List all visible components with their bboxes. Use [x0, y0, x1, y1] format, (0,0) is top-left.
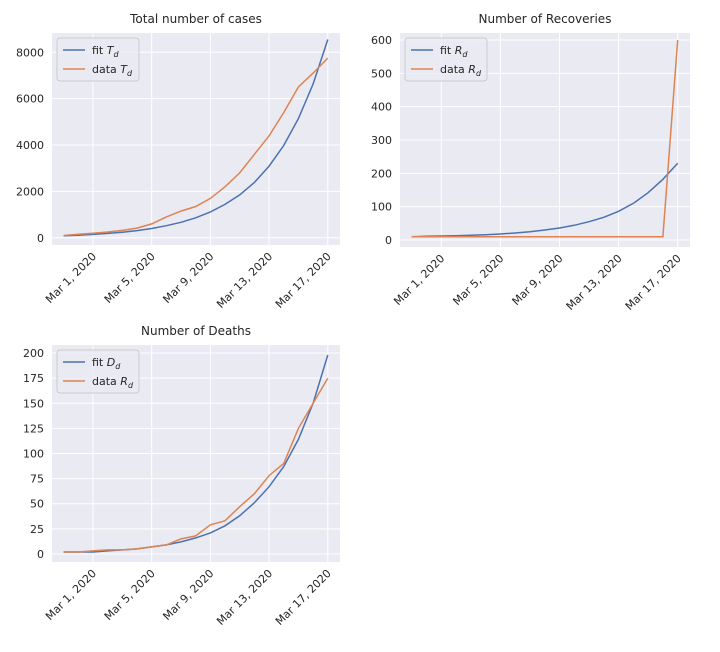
y-tick-label: 4000: [16, 139, 44, 152]
x-tick-label: Mar 1, 2020: [43, 250, 99, 306]
chart-title: Number of Deaths: [141, 324, 251, 338]
y-tick-label: 25: [30, 523, 44, 536]
series-line: [411, 39, 679, 238]
x-tick-label: Mar 13, 2020: [214, 250, 275, 311]
legend-label: fit Rd: [440, 44, 468, 59]
x-tick-label: Mar 5, 2020: [102, 250, 158, 306]
y-tick-label: 75: [30, 473, 44, 486]
legend: fit Rd data Rd: [404, 37, 488, 82]
x-tick-label: Mar 9, 2020: [160, 567, 216, 623]
y-tick-label: 100: [371, 201, 392, 214]
x-tick-label: Mar 17, 2020: [273, 567, 334, 628]
x-tick-label: Mar 9, 2020: [160, 250, 216, 306]
x-tick-label: Mar 5, 2020: [102, 567, 158, 623]
legend-box: [404, 37, 488, 82]
x-tick-label: Mar 17, 2020: [623, 252, 684, 313]
legend-label: data Rd: [440, 63, 482, 78]
y-tick-label: 600: [371, 34, 392, 47]
y-tick-label: 200: [23, 347, 44, 360]
series-line: [63, 377, 329, 553]
y-tick-label: 50: [30, 498, 44, 511]
x-tick-label: Mar 13, 2020: [564, 252, 625, 313]
legend-box: [56, 349, 140, 394]
y-tick-label: 0: [37, 548, 44, 561]
legend-box: [56, 37, 140, 82]
y-tick-label: 200: [371, 167, 392, 180]
series-line: [63, 39, 329, 237]
x-tick-label: Mar 1, 2020: [391, 252, 447, 308]
legend: fit Td data Td: [56, 37, 140, 82]
legend: fit Dd data Rd: [56, 349, 140, 394]
y-tick-label: 0: [385, 234, 392, 247]
series-line: [63, 57, 329, 237]
x-tick-label: Mar 1, 2020: [43, 567, 99, 623]
legend-label: data Rd: [92, 375, 134, 390]
y-tick-label: 0: [37, 232, 44, 245]
chart-title: Number of Recoveries: [479, 12, 612, 26]
y-tick-label: 2000: [16, 185, 44, 198]
y-tick-label: 8000: [16, 46, 44, 59]
series-line: [411, 162, 679, 238]
series-line: [63, 354, 329, 553]
y-tick-label: 175: [23, 372, 44, 385]
y-tick-label: 500: [371, 67, 392, 80]
chart-title: Total number of cases: [129, 12, 262, 26]
legend-label: fit Dd: [92, 356, 121, 371]
x-tick-label: Mar 9, 2020: [510, 252, 566, 308]
x-tick-label: Mar 5, 2020: [450, 252, 506, 308]
x-tick-label: Mar 17, 2020: [273, 250, 334, 311]
legend-label: data Td: [92, 63, 133, 78]
y-tick-label: 400: [371, 101, 392, 114]
y-tick-label: 100: [23, 448, 44, 461]
y-tick-label: 150: [23, 397, 44, 410]
legend-label: fit Td: [92, 44, 119, 59]
y-tick-label: 300: [371, 134, 392, 147]
y-tick-label: 125: [23, 422, 44, 435]
x-tick-label: Mar 13, 2020: [214, 567, 275, 628]
y-tick-label: 6000: [16, 93, 44, 106]
